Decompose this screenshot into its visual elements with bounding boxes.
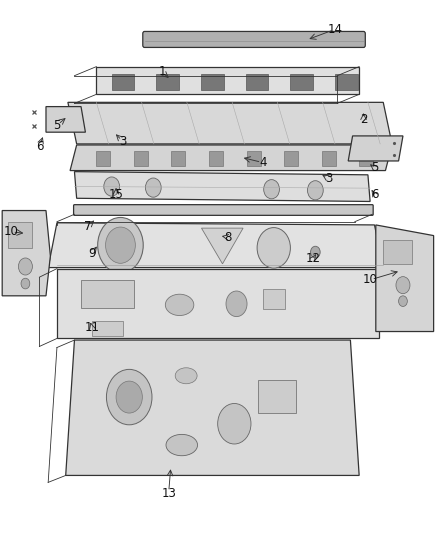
Circle shape — [21, 278, 30, 289]
Polygon shape — [74, 172, 370, 201]
Polygon shape — [68, 102, 392, 144]
Circle shape — [264, 180, 279, 199]
Circle shape — [116, 381, 142, 413]
Text: 6: 6 — [371, 188, 378, 201]
Polygon shape — [46, 107, 85, 132]
Circle shape — [218, 403, 251, 444]
Polygon shape — [96, 67, 359, 94]
Bar — [209, 151, 223, 166]
Bar — [247, 151, 261, 166]
Text: 5: 5 — [53, 119, 60, 132]
Bar — [81, 280, 134, 308]
Bar — [134, 151, 148, 166]
Circle shape — [226, 291, 247, 317]
Text: 14: 14 — [328, 23, 343, 36]
Bar — [258, 380, 296, 413]
Polygon shape — [66, 340, 359, 475]
Ellipse shape — [165, 294, 194, 316]
Bar — [335, 74, 358, 90]
Polygon shape — [57, 269, 379, 338]
Text: 9: 9 — [88, 247, 96, 260]
Circle shape — [106, 369, 152, 425]
Text: 7: 7 — [84, 220, 92, 233]
Bar — [201, 74, 224, 90]
Text: 4: 4 — [259, 156, 267, 169]
Bar — [290, 74, 313, 90]
Bar — [263, 289, 285, 309]
Polygon shape — [2, 211, 50, 296]
Text: 3: 3 — [325, 172, 332, 185]
Circle shape — [399, 296, 407, 306]
Text: 8: 8 — [224, 231, 231, 244]
Circle shape — [257, 228, 290, 268]
Bar — [321, 151, 336, 166]
Circle shape — [145, 178, 161, 197]
Text: 3: 3 — [119, 135, 126, 148]
Circle shape — [98, 217, 143, 273]
Polygon shape — [70, 145, 392, 171]
Text: 1: 1 — [158, 66, 166, 78]
Text: 5: 5 — [371, 161, 378, 174]
Text: 6: 6 — [35, 140, 43, 153]
Bar — [246, 74, 268, 90]
Bar — [359, 151, 373, 166]
Ellipse shape — [166, 434, 198, 456]
Polygon shape — [48, 223, 383, 268]
Text: 13: 13 — [161, 487, 176, 499]
Circle shape — [396, 277, 410, 294]
Bar — [112, 74, 134, 90]
Text: 12: 12 — [306, 252, 321, 265]
Circle shape — [311, 246, 320, 258]
Polygon shape — [348, 136, 403, 161]
Circle shape — [18, 258, 32, 275]
Text: 2: 2 — [360, 114, 367, 126]
Bar — [8, 222, 32, 248]
Circle shape — [106, 227, 135, 263]
Bar — [383, 240, 412, 264]
Text: 10: 10 — [4, 225, 18, 238]
Text: 15: 15 — [109, 188, 124, 201]
FancyBboxPatch shape — [74, 205, 373, 215]
FancyBboxPatch shape — [143, 31, 365, 47]
Bar — [284, 151, 298, 166]
Ellipse shape — [175, 368, 197, 384]
Polygon shape — [201, 228, 243, 264]
Bar — [156, 74, 179, 90]
Circle shape — [307, 181, 323, 200]
Text: 10: 10 — [363, 273, 378, 286]
Bar — [96, 151, 110, 166]
Bar — [92, 321, 123, 336]
Bar — [171, 151, 185, 166]
Circle shape — [104, 177, 120, 196]
Text: 11: 11 — [85, 321, 99, 334]
Polygon shape — [376, 225, 434, 332]
